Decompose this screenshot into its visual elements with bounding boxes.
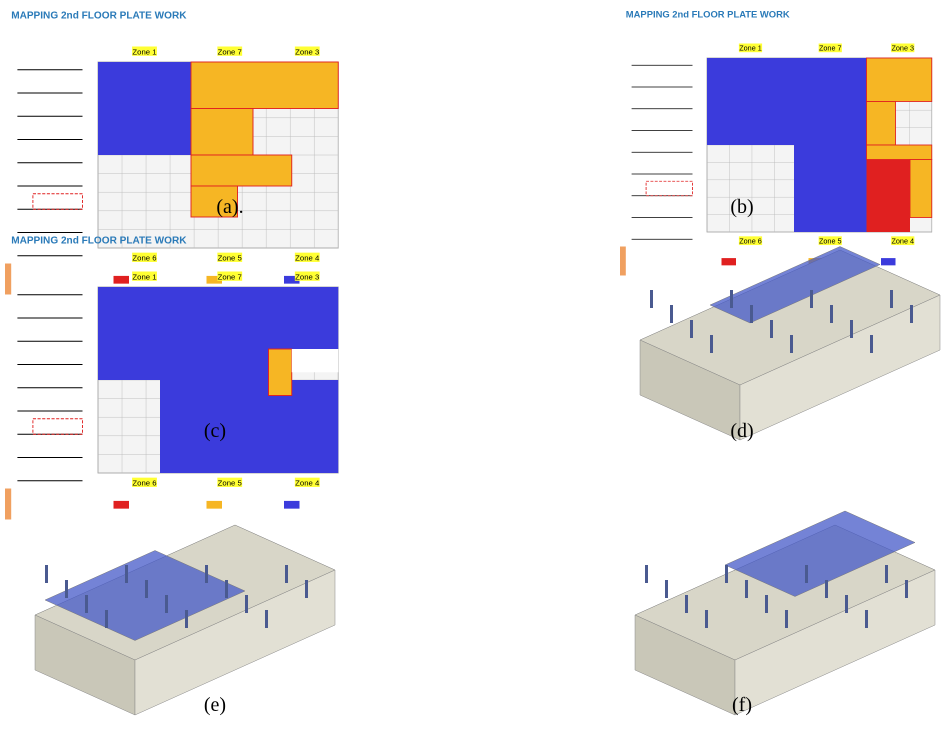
- panel-title: MAPPING 2nd FLOOR PLATE WORK: [11, 236, 187, 247]
- zone-area: [867, 58, 932, 102]
- column: [865, 610, 868, 628]
- column: [850, 320, 853, 338]
- column: [265, 610, 268, 628]
- zone-area: [98, 349, 269, 380]
- zone-area: [191, 62, 338, 109]
- zone-label: Zone 4: [891, 237, 914, 246]
- panel-title: MAPPING 2nd FLOOR PLATE WORK: [626, 8, 790, 19]
- legend-swatch: [114, 276, 130, 284]
- column: [690, 320, 693, 338]
- column: [650, 290, 653, 308]
- zone-area: [98, 62, 191, 155]
- zone-area: [794, 145, 867, 232]
- legend-swatch: [881, 258, 896, 265]
- zone-label: Zone 7: [819, 44, 842, 53]
- column: [885, 565, 888, 583]
- column: [870, 335, 873, 353]
- column: [825, 580, 828, 598]
- column: [85, 595, 88, 613]
- zone-label: Zone 4: [295, 253, 320, 262]
- column: [705, 610, 708, 628]
- legend-swatch: [722, 258, 737, 265]
- zone-label: Zone 6: [739, 237, 762, 246]
- panel-title: MAPPING 2nd FLOOR PLATE WORK: [11, 11, 187, 22]
- column: [910, 305, 913, 323]
- figure: MAPPING 2nd FLOOR PLATE WORK Zone 1 Zone 6…: [0, 0, 943, 747]
- zone-label: Zone 6: [132, 253, 156, 262]
- column: [670, 305, 673, 323]
- column: [285, 565, 288, 583]
- panel-caption: (a).: [216, 196, 243, 218]
- zone-label: Zone 3: [295, 272, 319, 281]
- column: [905, 580, 908, 598]
- column: [305, 580, 308, 598]
- panel-caption: (b): [730, 196, 753, 218]
- zone-area: [191, 109, 253, 156]
- zone-label: Zone 1: [739, 44, 762, 53]
- column: [745, 580, 748, 598]
- column: [845, 595, 848, 613]
- zone-area: [269, 349, 292, 396]
- zone-area: [707, 58, 867, 145]
- zone-area: [867, 102, 896, 146]
- column: [185, 610, 188, 628]
- side-tab: [5, 489, 11, 520]
- column: [665, 580, 668, 598]
- zone-label: Zone 7: [218, 47, 242, 56]
- column: [105, 610, 108, 628]
- zone-label: Zone 3: [891, 44, 914, 53]
- zone-label: Zone 4: [295, 478, 320, 487]
- panel-caption: (c): [204, 420, 226, 442]
- zone-area: [98, 287, 338, 349]
- legend-swatch: [207, 501, 223, 509]
- column: [770, 320, 773, 338]
- column: [790, 335, 793, 353]
- column: [45, 565, 48, 583]
- zone-label: Zone 5: [218, 253, 242, 262]
- column: [765, 595, 768, 613]
- zone-label: Zone 5: [218, 478, 242, 487]
- column: [165, 595, 168, 613]
- zone-label: Zone 5: [819, 237, 842, 246]
- legend-swatch: [284, 501, 300, 509]
- zone-area: [867, 160, 911, 233]
- column: [810, 290, 813, 308]
- column: [205, 565, 208, 583]
- zone-label: Zone 1: [132, 47, 156, 56]
- zone-area: [910, 160, 932, 218]
- zone-label: Zone 3: [295, 47, 319, 56]
- column: [125, 565, 128, 583]
- zone-label: Zone 6: [132, 478, 156, 487]
- column: [730, 290, 733, 308]
- zone-label: Zone 7: [218, 272, 242, 281]
- panel-caption: (e): [204, 694, 226, 716]
- column: [805, 565, 808, 583]
- side-tab: [5, 264, 11, 295]
- column: [785, 610, 788, 628]
- column: [685, 595, 688, 613]
- side-tab: [620, 247, 626, 276]
- column: [245, 595, 248, 613]
- panel-caption: (d): [730, 420, 753, 442]
- panel-caption: (f): [732, 694, 752, 716]
- legend-swatch: [114, 501, 130, 509]
- column: [890, 290, 893, 308]
- zone-area: [867, 145, 932, 160]
- column: [65, 580, 68, 598]
- column: [710, 335, 713, 353]
- column: [225, 580, 228, 598]
- column: [145, 580, 148, 598]
- zone-label: Zone 1: [132, 272, 156, 281]
- column: [725, 565, 728, 583]
- column: [750, 305, 753, 323]
- zone-area: [191, 155, 292, 186]
- column: [645, 565, 648, 583]
- column: [830, 305, 833, 323]
- zone-area: [292, 349, 339, 372]
- zone-area: [160, 380, 338, 473]
